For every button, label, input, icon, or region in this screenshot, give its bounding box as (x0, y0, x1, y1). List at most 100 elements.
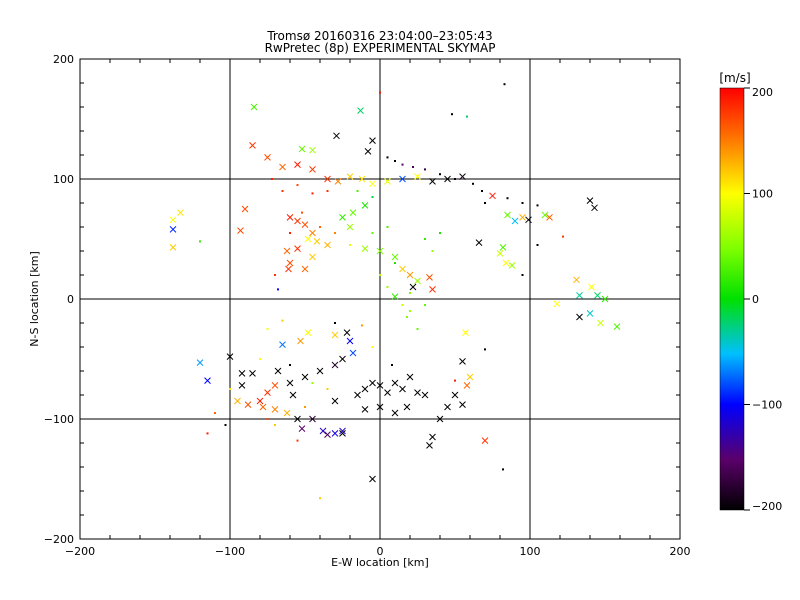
data-point-dot (412, 166, 414, 168)
data-point-cross (429, 178, 436, 185)
data-point-cross (451, 391, 459, 399)
data-point-cross (466, 373, 474, 381)
data-point-cross (196, 359, 204, 366)
colorbar: [m/s] −200 −100 0 100 200 (719, 71, 782, 513)
data-point-dot (277, 288, 279, 291)
data-point-dot (289, 364, 291, 366)
data-point-cross (313, 238, 321, 245)
y-tick-label: 200 (53, 53, 74, 66)
data-point-dot (416, 328, 419, 330)
data-point-cross (339, 214, 346, 221)
data-point-dot (334, 322, 336, 324)
data-point-cross (594, 292, 601, 299)
data-point-cross (586, 310, 594, 317)
x-tick-label: −100 (215, 545, 245, 558)
data-point-dot (296, 184, 299, 186)
data-point-cross (343, 329, 351, 336)
data-point-cross (414, 389, 421, 396)
data-point-dot (484, 202, 486, 204)
data-point-dot (386, 286, 389, 288)
data-point-dot (326, 190, 329, 192)
data-point-dot (296, 439, 299, 442)
data-point-cross (241, 205, 249, 213)
data-point-dot (281, 319, 284, 322)
colorbar-tick-label: 200 (752, 86, 773, 99)
data-point-cross (316, 367, 324, 375)
data-point-dot (439, 232, 441, 234)
y-tick-label: −200 (44, 533, 74, 546)
data-point-cross (399, 175, 406, 183)
data-point-cross (256, 397, 264, 405)
data-point-cross (339, 430, 346, 437)
data-point-cross (361, 202, 369, 209)
data-point-cross (376, 247, 384, 255)
data-point-dot (371, 346, 374, 348)
data-point-cross (504, 211, 511, 219)
data-point-cross (177, 209, 184, 216)
colorbar-tick-label: 0 (752, 293, 759, 306)
data-point-cross (573, 276, 580, 284)
colorbar-tick-label: 100 (752, 188, 773, 201)
data-point-dot (454, 379, 456, 382)
data-point-cross (271, 406, 279, 413)
data-point-cross (297, 337, 304, 345)
data-point-cross (399, 265, 406, 273)
data-point-cross (301, 265, 309, 273)
data-point-cross (331, 331, 339, 339)
data-point-cross (369, 379, 376, 387)
y-tick-labels: −200 −100 0 100 200 (44, 53, 74, 546)
data-point-dot (361, 324, 363, 327)
data-point-cross (339, 355, 346, 363)
data-point-dot (391, 364, 393, 366)
data-point-cross (319, 427, 327, 435)
data-point-dot (371, 196, 374, 198)
x-axis-label: E-W location [km] (331, 556, 429, 569)
data-point-dot (472, 182, 474, 185)
data-point-dot (289, 232, 291, 234)
data-point-cross (334, 178, 342, 185)
data-point-dot (274, 274, 276, 276)
data-point-cross (309, 253, 316, 261)
data-point-cross (459, 358, 466, 365)
data-point-cross (369, 475, 376, 483)
data-point-dot (229, 388, 231, 390)
data-point-cross (459, 173, 466, 180)
data-point-cross (406, 373, 414, 381)
data-point-cross (346, 223, 354, 231)
data-point-dot (319, 226, 321, 228)
data-point-dot (502, 468, 504, 471)
data-point-cross (331, 361, 339, 369)
data-point-dot (481, 190, 483, 192)
data-point-dot (506, 197, 509, 200)
data-point-cross (298, 425, 306, 432)
data-point-cross (283, 247, 291, 255)
colorbar-gradient (719, 87, 745, 511)
data-point-cross (496, 250, 504, 257)
data-point-cross (226, 353, 234, 360)
data-point-cross (391, 379, 399, 387)
data-point-cross (519, 214, 526, 221)
data-point-cross (409, 283, 417, 291)
data-point-cross (426, 274, 433, 281)
data-point-cross (444, 175, 451, 183)
colorbar-tick-label: −200 (752, 500, 782, 513)
data-point-cross (204, 377, 211, 384)
data-point-cross (406, 271, 414, 279)
data-point-cross (403, 403, 411, 411)
data-point-cross (249, 142, 256, 149)
data-point-dot (424, 168, 426, 171)
x-tick-label: 200 (670, 545, 691, 558)
data-point-cross (309, 166, 316, 173)
data-point-dot (334, 232, 336, 234)
data-point-dot (311, 192, 314, 195)
data-point-dot (503, 83, 506, 86)
data-point-cross (436, 415, 444, 423)
data-point-dot (439, 173, 441, 176)
data-point-cross (613, 323, 621, 330)
data-point-dot (521, 274, 524, 276)
data-point-dot (409, 310, 411, 312)
data-point-cross (475, 239, 483, 246)
data-point-dot (562, 235, 564, 238)
data-point-cross (339, 427, 346, 435)
data-point-cross (391, 409, 399, 417)
